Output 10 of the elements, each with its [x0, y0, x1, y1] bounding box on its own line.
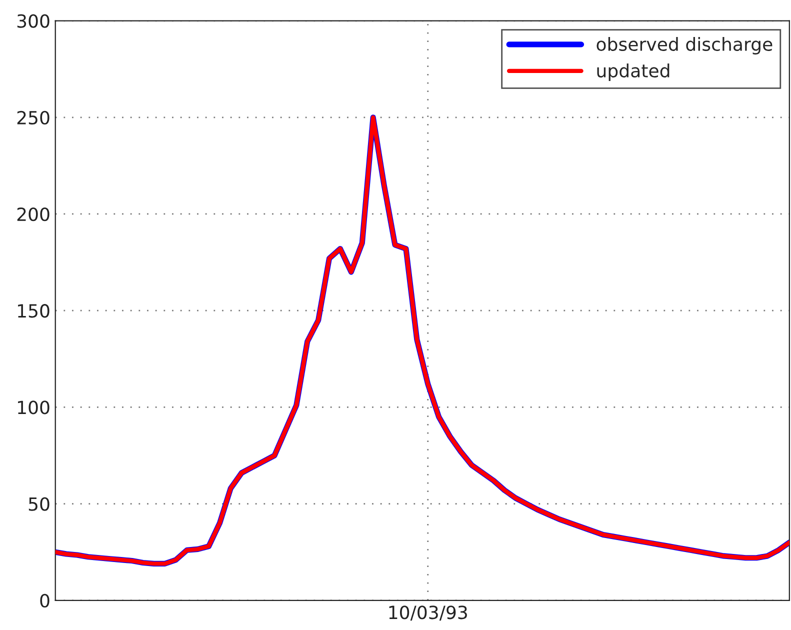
- y-tick-label: 200: [17, 207, 50, 222]
- y-tick-label: 300: [17, 14, 50, 28]
- y-tick-label: 0: [40, 594, 50, 608]
- legend-label: updated: [597, 64, 670, 82]
- legend-label: observed discharge: [596, 37, 772, 55]
- y-tick-label: 250: [17, 110, 50, 125]
- y-tick-label: 50: [28, 497, 50, 511]
- y-tick-label: 100: [18, 400, 50, 414]
- x-tick-label: 10/03/93: [389, 606, 467, 621]
- y-tick-label: 150: [18, 304, 50, 318]
